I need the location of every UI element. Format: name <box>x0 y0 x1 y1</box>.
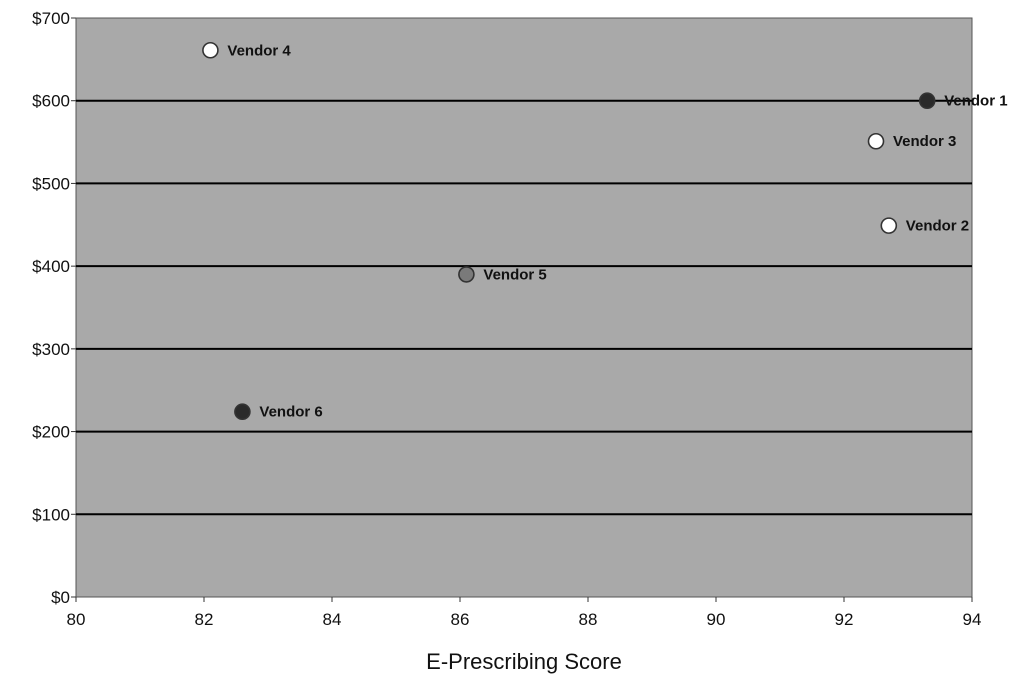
x-tick-label: 84 <box>323 610 342 629</box>
x-axis-title: E-Prescribing Score <box>426 649 622 674</box>
y-tick-label: $700 <box>32 9 70 28</box>
y-tick-label: $300 <box>32 340 70 359</box>
x-tick-label: 80 <box>67 610 86 629</box>
data-point <box>867 132 885 150</box>
data-point <box>458 266 475 283</box>
x-tick-label: 86 <box>451 610 470 629</box>
y-tick-label: $600 <box>32 92 70 111</box>
y-axis-ticks: $0 $100 $200 $300 $400 $500 $600 $700 <box>32 9 76 607</box>
data-points: Vendor 1 Vendor 2 Vendor 3 Vendor 4 Vendor 5… <box>202 41 1008 421</box>
y-tick-label: $0 <box>51 588 70 607</box>
x-tick-label: 92 <box>835 610 854 629</box>
y-tick-label: $100 <box>32 505 70 524</box>
data-point <box>202 41 219 59</box>
point-label: Vendor 4 <box>227 42 291 59</box>
x-tick-label: 88 <box>579 610 598 629</box>
x-axis-ticks: 80 82 84 86 88 90 92 94 <box>67 597 982 629</box>
point-label: Vendor 2 <box>906 218 969 235</box>
x-tick-label: 90 <box>707 610 726 629</box>
point-label: Vendor 3 <box>893 133 956 150</box>
data-point <box>880 217 898 234</box>
y-tick-label: $200 <box>32 423 70 442</box>
point-label: Vendor 5 <box>483 266 546 283</box>
y-tick-label: $500 <box>32 174 70 193</box>
x-tick-label: 94 <box>963 610 982 629</box>
data-point <box>234 403 251 421</box>
point-label: Vendor 6 <box>259 404 322 421</box>
y-tick-label: $400 <box>32 257 70 276</box>
point-label: Vendor 1 <box>944 93 1007 110</box>
gridlines <box>76 99 972 516</box>
x-tick-label: 82 <box>195 610 214 629</box>
plot-area <box>75 17 973 598</box>
data-point <box>918 92 936 110</box>
